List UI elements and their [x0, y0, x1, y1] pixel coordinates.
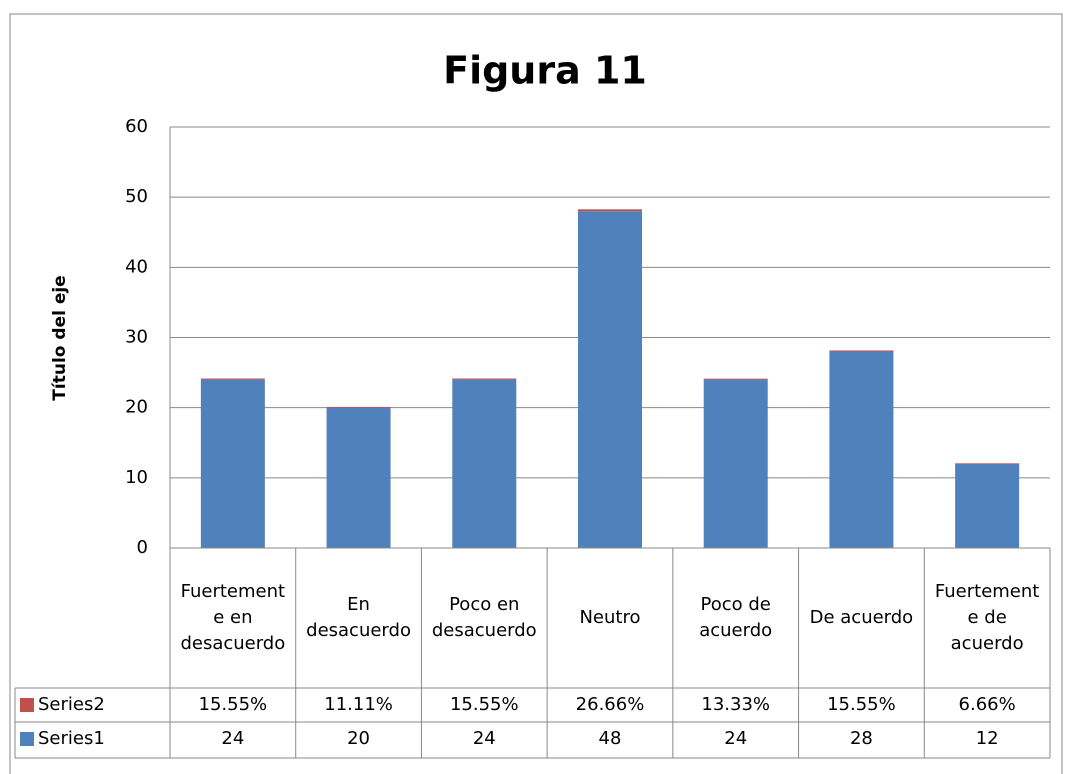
x-tick-label: De acuerdo	[809, 607, 914, 628]
bar	[703, 378, 768, 380]
bar	[452, 379, 517, 548]
bar	[326, 407, 391, 548]
data-table-value: 11.11%	[324, 694, 393, 715]
category-cell: Poco de acuerdo	[699, 594, 773, 641]
y-tick-label: 10	[125, 467, 148, 488]
data-table-value: 13.33%	[701, 694, 770, 715]
data-table-value: 15.55%	[199, 694, 268, 715]
y-tick-label: 50	[125, 186, 148, 207]
x-tick-label: Fuertemente de acuerdo	[934, 581, 1040, 654]
data-table-value: 15.55%	[827, 694, 896, 715]
category-cell: Neutro	[579, 607, 641, 628]
bar	[200, 378, 265, 380]
data-table-value: 24	[221, 728, 244, 749]
legend-swatch	[20, 698, 34, 712]
y-axis-title: Título del eje	[50, 275, 70, 400]
y-tick-label: 0	[137, 537, 148, 558]
y-tick-label: 60	[125, 116, 148, 137]
y-tick-label: 30	[125, 327, 148, 348]
data-table-value: 24	[724, 728, 747, 749]
x-tick-label: Fuertemente en desacuerdo	[180, 581, 286, 654]
x-tick-label: Poco en desacuerdo	[431, 594, 537, 641]
data-table-value: 48	[599, 728, 622, 749]
bar	[829, 350, 894, 352]
x-tick-label: Poco de acuerdo	[699, 594, 773, 641]
data-table-value: 20	[347, 728, 370, 749]
bar	[829, 351, 894, 548]
category-cell: Fuertemente en desacuerdo	[180, 581, 286, 654]
y-tick-label: 20	[125, 397, 148, 418]
bar	[955, 463, 1020, 548]
data-table-value: 28	[850, 728, 873, 749]
data-table-value: 12	[976, 728, 999, 749]
bar	[200, 379, 265, 548]
data-table-value: 26.66%	[576, 694, 645, 715]
y-tick-label: 40	[125, 256, 148, 277]
bar	[578, 209, 642, 212]
data-table-value: 6.66%	[959, 694, 1016, 715]
legend-swatch	[20, 732, 34, 746]
bar	[326, 406, 391, 408]
chart-title: Figura 11	[443, 49, 647, 93]
data-table-value: 15.55%	[450, 694, 519, 715]
data-table-value: 24	[473, 728, 496, 749]
category-cell: Fuertemente de acuerdo	[934, 581, 1040, 654]
legend-label: Series1	[38, 728, 105, 749]
bar	[703, 379, 768, 548]
category-cell: En desacuerdo	[306, 594, 411, 641]
x-tick-label: En desacuerdo	[306, 594, 411, 641]
bar	[578, 211, 642, 548]
bar	[452, 378, 517, 380]
bar	[955, 463, 1020, 465]
category-cell: De acuerdo	[809, 607, 914, 628]
legend-label: Series2	[38, 694, 105, 715]
x-tick-label: Neutro	[579, 607, 641, 628]
category-cell: Poco en desacuerdo	[431, 594, 537, 641]
